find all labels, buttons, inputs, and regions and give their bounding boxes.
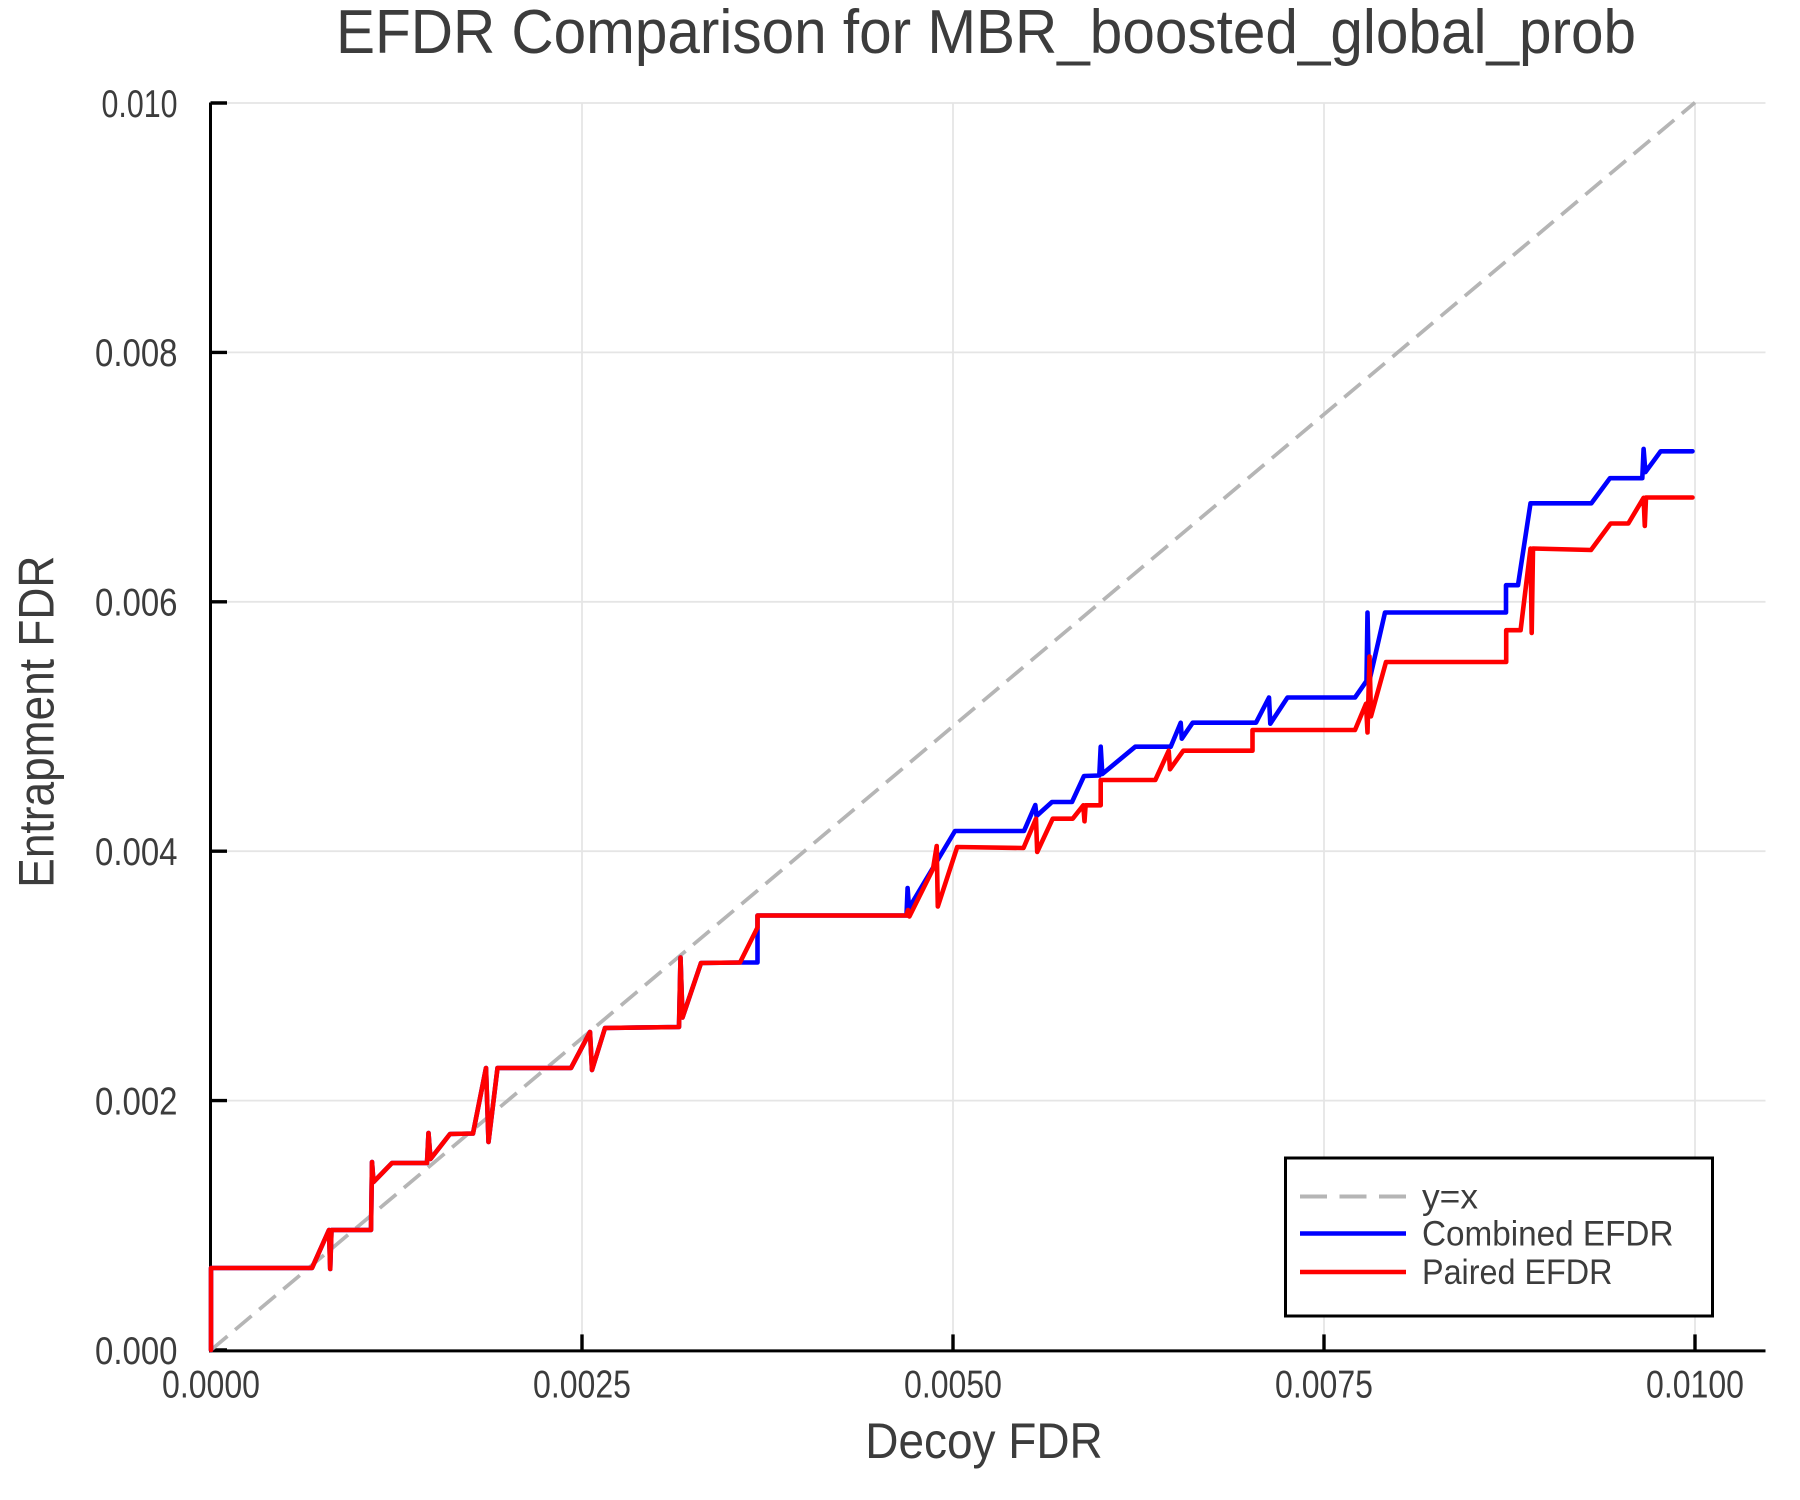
svg-text:0.0025: 0.0025 [533, 1363, 631, 1406]
svg-text:0.004: 0.004 [95, 831, 178, 874]
svg-text:0.006: 0.006 [95, 582, 178, 625]
svg-text:0.002: 0.002 [95, 1080, 178, 1123]
svg-text:EFDR Comparison for MBR_booste: EFDR Comparison for MBR_boosted_global_p… [336, 0, 1636, 67]
svg-text:Paired EFDR: Paired EFDR [1422, 1253, 1613, 1292]
svg-text:0.0075: 0.0075 [1275, 1363, 1373, 1406]
svg-text:0.010: 0.010 [102, 83, 178, 126]
svg-text:0.000: 0.000 [95, 1330, 178, 1373]
svg-text:0.0050: 0.0050 [904, 1363, 1002, 1406]
svg-text:0.0000: 0.0000 [162, 1363, 260, 1406]
svg-text:Combined EFDR: Combined EFDR [1422, 1214, 1674, 1253]
svg-text:y=x: y=x [1422, 1177, 1478, 1216]
svg-text:0.008: 0.008 [95, 332, 178, 375]
svg-text:Entrapment FDR: Entrapment FDR [8, 556, 64, 888]
svg-text:Decoy FDR: Decoy FDR [865, 1413, 1103, 1469]
svg-text:0.0100: 0.0100 [1646, 1363, 1744, 1406]
